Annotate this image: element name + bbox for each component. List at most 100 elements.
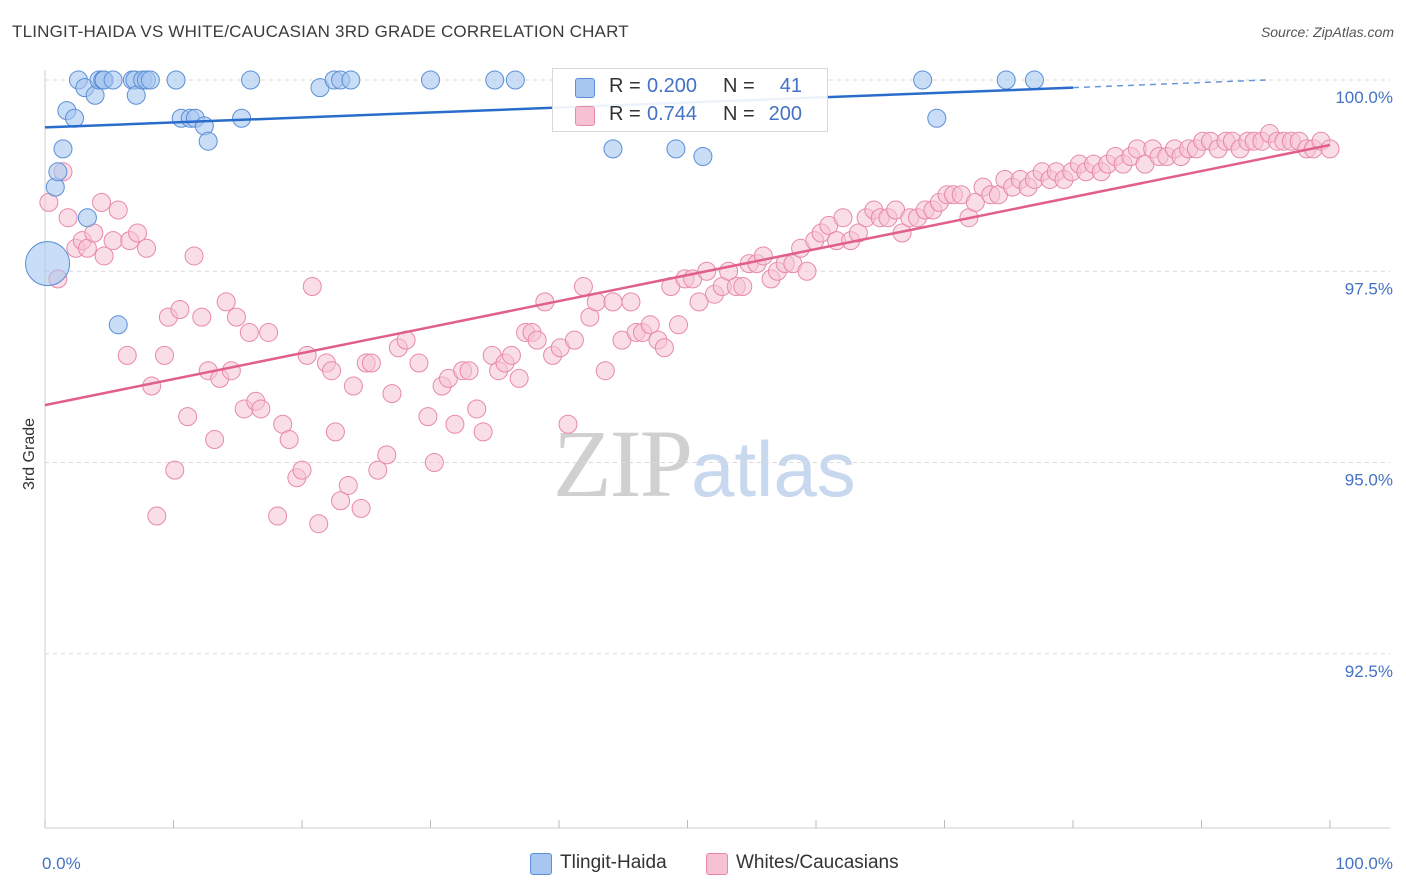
data-point-tlingit-haida	[166, 70, 186, 90]
data-point-tlingit-haida	[77, 208, 97, 228]
data-point-whites-caucasians	[108, 200, 128, 220]
data-point-tlingit-haida	[913, 70, 933, 90]
data-point-tlingit-haida	[927, 108, 947, 128]
data-point-whites-caucasians	[221, 361, 241, 381]
correlation-legend: R = 0.200 N = 41 R = 0.744 N = 200	[552, 68, 828, 132]
data-point-whites-caucasians	[279, 430, 299, 450]
data-point-whites-caucasians	[325, 422, 345, 442]
data-point-whites-caucasians	[377, 445, 397, 465]
data-point-whites-caucasians	[58, 208, 78, 228]
legend-swatch-blue	[530, 853, 552, 875]
legend-swatch-pink	[575, 106, 595, 126]
data-point-whites-caucasians	[117, 345, 137, 365]
legend-row-whites-caucasians: R = 0.744 N = 200	[553, 101, 827, 129]
y-tick-label: 97.5%	[1345, 279, 1393, 298]
x-tick-label: 0.0%	[42, 854, 81, 873]
data-point-whites-caucasians	[965, 192, 985, 212]
legend-r-value: 0.200	[647, 75, 698, 97]
legend-label: Tlingit-Haida	[560, 852, 667, 873]
legend-n-label: N =	[723, 75, 755, 97]
data-point-whites-caucasians	[338, 475, 358, 495]
legend-row-tlingit-haida: R = 0.200 N = 41	[553, 73, 827, 101]
data-point-tlingit-haida	[693, 147, 713, 166]
data-point-tlingit-haida	[25, 241, 71, 287]
chart-title: TLINGIT-HAIDA VS WHITE/CAUCASIAN 3RD GRA…	[12, 22, 629, 41]
data-point-tlingit-haida	[603, 139, 623, 159]
data-point-tlingit-haida	[666, 139, 686, 159]
data-point-tlingit-haida	[485, 70, 505, 90]
data-point-whites-caucasians	[654, 338, 674, 358]
data-point-whites-caucasians	[128, 223, 148, 243]
legend-n-value: 200	[768, 103, 802, 125]
data-point-whites-caucasians	[669, 315, 689, 335]
data-point-whites-caucasians	[331, 491, 351, 511]
data-point-whites-caucasians	[205, 430, 225, 450]
data-point-whites-caucasians	[833, 208, 853, 228]
legend-r-value: 0.744	[647, 103, 698, 125]
data-point-whites-caucasians	[92, 192, 112, 212]
data-point-whites-caucasians	[473, 422, 493, 442]
tick-labels: 100.0% 97.5% 95.0% 92.5% 0.0% 100.0% 3rd Grade	[21, 88, 1393, 873]
data-point-whites-caucasians	[424, 453, 444, 472]
data-point-whites-caucasians	[527, 330, 547, 350]
data-point-whites-caucasians	[216, 292, 236, 312]
data-point-tlingit-haida	[341, 70, 361, 90]
legend-n-value: 41	[779, 75, 802, 97]
data-point-whites-caucasians	[501, 345, 521, 365]
data-point-tlingit-haida	[48, 162, 68, 182]
watermark: ZIPatlas	[553, 408, 856, 519]
data-point-tlingit-haida	[505, 70, 525, 90]
data-point-tlingit-haida	[996, 70, 1016, 90]
data-point-whites-caucasians	[467, 399, 487, 419]
y-axis-title: 3rd Grade	[21, 418, 38, 490]
data-point-whites-caucasians	[621, 292, 641, 312]
data-point-whites-caucasians	[155, 345, 175, 365]
data-point-whites-caucasians	[309, 514, 329, 534]
legend-label: Whites/Caucasians	[736, 852, 899, 873]
data-point-whites-caucasians	[1320, 139, 1340, 159]
trend-line-tlingit-haida-extension	[1072, 79, 1266, 89]
data-point-whites-caucasians	[640, 315, 660, 335]
data-point-tlingit-haida	[1024, 70, 1044, 90]
data-point-whites-caucasians	[170, 300, 190, 319]
data-point-whites-caucasians	[409, 353, 429, 373]
data-point-whites-caucasians	[192, 307, 212, 327]
data-point-tlingit-haida	[421, 70, 440, 90]
legend-swatch-pink	[706, 853, 728, 875]
tlingit-haida-points	[25, 70, 1044, 335]
data-point-whites-caucasians	[351, 498, 371, 518]
data-point-whites-caucasians	[137, 238, 157, 258]
legend-swatch-blue	[575, 78, 595, 98]
grid-lines	[45, 79, 1390, 655]
data-point-whites-caucasians	[797, 261, 817, 281]
data-point-whites-caucasians	[573, 277, 593, 297]
data-point-whites-caucasians	[239, 322, 259, 342]
data-point-whites-caucasians	[558, 414, 578, 434]
data-point-whites-caucasians	[382, 384, 402, 404]
x-tick-label: 100.0%	[1335, 854, 1393, 873]
source-credit: Source: ZipAtlas.com	[1260, 24, 1394, 40]
data-point-tlingit-haida	[232, 108, 252, 128]
data-point-tlingit-haida	[241, 70, 261, 90]
data-point-tlingit-haida	[198, 131, 218, 151]
data-point-tlingit-haida	[53, 139, 73, 159]
whites-caucasians-points	[39, 124, 1340, 534]
data-point-whites-caucasians	[226, 307, 246, 327]
data-point-whites-caucasians	[603, 292, 623, 312]
data-point-whites-caucasians	[564, 330, 584, 350]
data-point-whites-caucasians	[297, 345, 317, 365]
data-point-whites-caucasians	[595, 361, 615, 381]
data-point-whites-caucasians	[848, 223, 868, 243]
data-point-whites-caucasians	[178, 407, 198, 427]
data-point-whites-caucasians	[322, 361, 342, 381]
data-point-whites-caucasians	[689, 292, 709, 312]
y-tick-label: 100.0%	[1335, 88, 1393, 107]
data-point-whites-caucasians	[509, 368, 529, 388]
data-point-whites-caucasians	[147, 506, 167, 526]
data-point-whites-caucasians	[184, 246, 204, 266]
legend-n-label: N =	[723, 103, 755, 125]
legend-r-label: R =	[609, 75, 641, 97]
data-point-whites-caucasians	[103, 231, 123, 251]
data-point-whites-caucasians	[368, 460, 388, 480]
